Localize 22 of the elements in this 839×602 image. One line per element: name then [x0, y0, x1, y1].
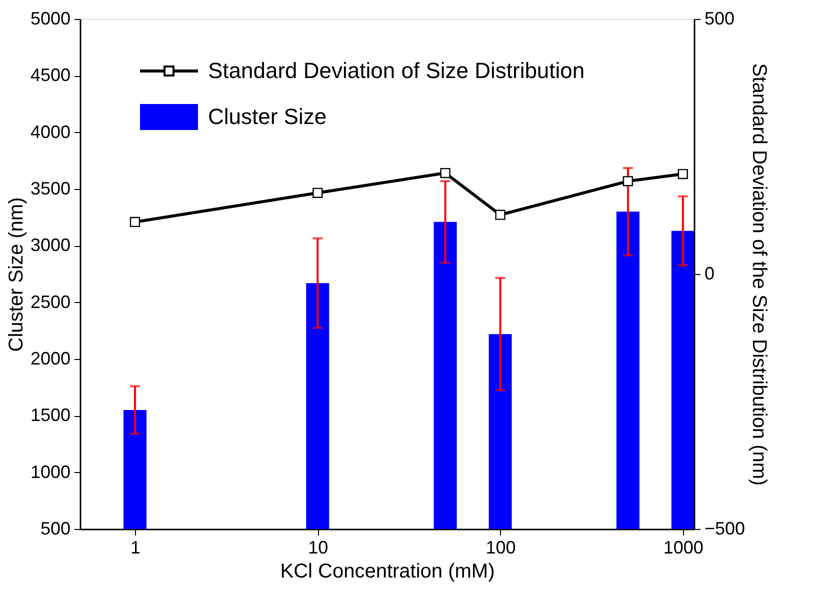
x-tick-label: 1	[130, 538, 140, 558]
y2-tick-label: 0	[704, 264, 715, 284]
legend-label: Cluster Size	[208, 104, 327, 129]
y-tick-label: 500	[40, 518, 70, 538]
y-tick-label: 5000	[30, 8, 70, 28]
y2-tick-label: 500	[704, 8, 735, 28]
y-tick-label: 4000	[30, 122, 70, 142]
y-tick-label: 1500	[30, 405, 70, 426]
x-tick-label: 10	[308, 538, 328, 558]
y-tick-label: 1000	[30, 462, 70, 482]
y2-tick-label: −500	[704, 518, 746, 538]
x-tick-label: 100	[486, 538, 516, 558]
legend-label: Standard Deviation of Size Distribution	[208, 58, 585, 83]
x-tick-label: 1000	[663, 538, 704, 558]
y-tick-label: 3000	[30, 235, 70, 256]
y-tick-label: 2000	[30, 348, 70, 368]
y-axis-title: Cluster Size (nm)	[5, 197, 28, 352]
y-tick-label: 4500	[30, 65, 70, 86]
y-tick-label: 3500	[30, 178, 70, 198]
y2-axis-title: Standard Deviation of the Size Distribution (nm)	[748, 63, 770, 486]
y-tick-label: 2500	[30, 292, 70, 312]
x-axis-title: KCl Concentration (mM)	[280, 560, 495, 582]
